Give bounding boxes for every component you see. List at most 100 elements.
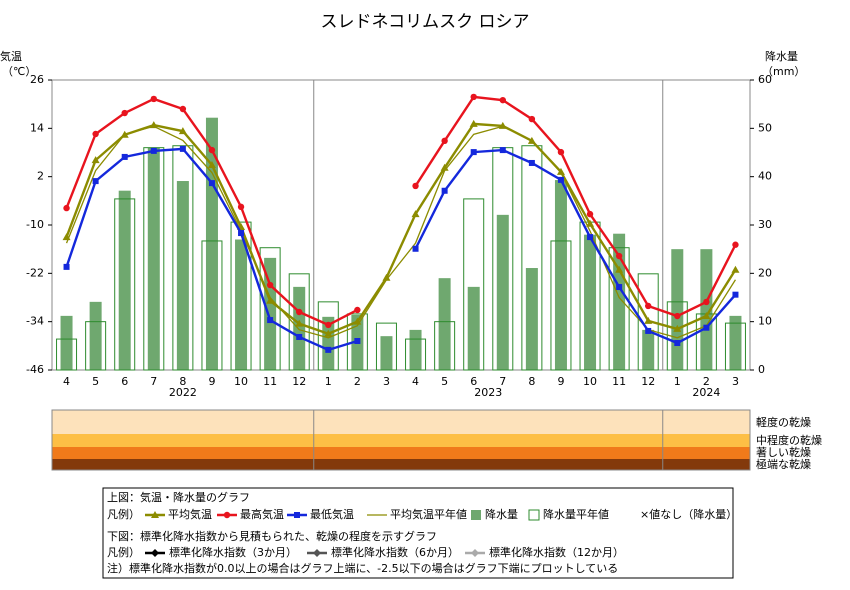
bar — [322, 316, 335, 370]
x-tick-label: 6 — [470, 375, 477, 388]
bar — [521, 145, 543, 371]
marker — [121, 109, 128, 117]
marker — [266, 296, 275, 304]
x-tick-label: 4 — [63, 375, 70, 388]
marker — [92, 130, 99, 138]
y-tick-label: 2 — [37, 170, 44, 183]
marker — [295, 319, 304, 327]
drought-level-label: 極端な乾燥 — [756, 457, 811, 471]
marker — [179, 145, 186, 152]
bar — [463, 198, 485, 371]
marker — [150, 95, 157, 103]
line — [65, 125, 737, 339]
bar — [642, 329, 655, 370]
bar — [60, 315, 73, 370]
y2-tick-label: 40 — [758, 170, 772, 183]
bar — [724, 322, 746, 371]
legend-swatch — [471, 510, 481, 520]
marker — [62, 233, 71, 241]
bar — [375, 322, 397, 371]
marker — [149, 121, 158, 129]
bar — [230, 221, 252, 371]
marker — [732, 291, 739, 298]
bar — [438, 278, 451, 370]
x-tick-label: 12 — [641, 375, 655, 388]
x-tick-label: 10 — [583, 375, 597, 388]
x-tick-label: 8 — [179, 375, 186, 388]
bar — [613, 233, 626, 370]
marker — [644, 316, 653, 324]
marker — [440, 163, 449, 171]
marker — [441, 137, 448, 145]
bar — [700, 249, 713, 370]
marker — [207, 160, 216, 168]
bar — [288, 273, 310, 371]
marker — [208, 146, 216, 154]
bar — [380, 336, 393, 370]
marker — [645, 302, 652, 310]
x-tick-label: 9 — [208, 375, 215, 388]
drought-level-label: 軽度の乾燥 — [756, 415, 811, 429]
marker — [556, 167, 565, 175]
drought-band — [52, 459, 750, 470]
x-tick-label: 9 — [557, 375, 564, 388]
legend-label: 平均気温 — [168, 507, 212, 521]
y2-tick-label: 20 — [758, 266, 772, 279]
x-tick-label: 6 — [121, 375, 128, 388]
marker — [702, 312, 711, 320]
y2-tick-label: 60 — [758, 73, 772, 86]
marker — [674, 340, 681, 347]
legend-label: 標準化降水指数（3か月） — [169, 545, 297, 559]
marker — [557, 176, 564, 183]
y2-axis-label: 降水量 — [765, 49, 798, 63]
legend-label: 標準化降水指数（6か月） — [331, 545, 459, 559]
marker — [266, 281, 274, 289]
bar — [467, 286, 480, 370]
marker — [499, 96, 506, 104]
marker — [353, 317, 362, 325]
marker — [208, 180, 215, 187]
line — [65, 122, 737, 336]
legend-box — [102, 487, 734, 579]
drought-level-label: 著しい乾燥 — [756, 445, 811, 459]
marker — [63, 263, 70, 270]
x-tick-label: 11 — [263, 375, 277, 388]
bar — [434, 321, 456, 371]
y-axis-label: 気温 — [0, 49, 22, 63]
bar — [143, 147, 165, 371]
bar — [56, 338, 78, 371]
y2-tick-label: 30 — [758, 218, 772, 231]
y-tick-label: 14 — [30, 121, 44, 134]
marker — [528, 115, 536, 123]
x-tick-label: 8 — [528, 375, 535, 388]
marker — [178, 127, 187, 135]
x-tick-label: 4 — [412, 375, 419, 388]
marker — [731, 265, 740, 273]
legend-swatch — [151, 549, 159, 557]
marker — [63, 204, 70, 212]
marker — [557, 148, 565, 156]
legend-swatch — [528, 509, 540, 521]
marker — [499, 147, 506, 154]
marker — [527, 136, 536, 144]
marker — [441, 187, 448, 194]
bar — [205, 117, 218, 370]
legend-note: ×値なし（降水量） — [640, 507, 737, 521]
marker — [673, 324, 682, 332]
legend-swatch — [313, 549, 321, 557]
drought-frame — [51, 409, 751, 471]
legend-label: 最高気温 — [240, 507, 284, 521]
drought-level-label: 中程度の乾燥 — [756, 433, 822, 447]
marker — [470, 149, 477, 156]
marker — [587, 234, 594, 241]
bar — [147, 147, 160, 370]
marker — [703, 298, 710, 306]
drought-band — [52, 447, 750, 459]
marker — [586, 219, 595, 227]
legend-label: 降水量 — [485, 507, 518, 521]
marker — [645, 327, 652, 334]
bar — [201, 240, 223, 371]
marker — [354, 306, 361, 314]
marker — [120, 130, 129, 138]
y-tick-label: -34 — [26, 315, 44, 328]
